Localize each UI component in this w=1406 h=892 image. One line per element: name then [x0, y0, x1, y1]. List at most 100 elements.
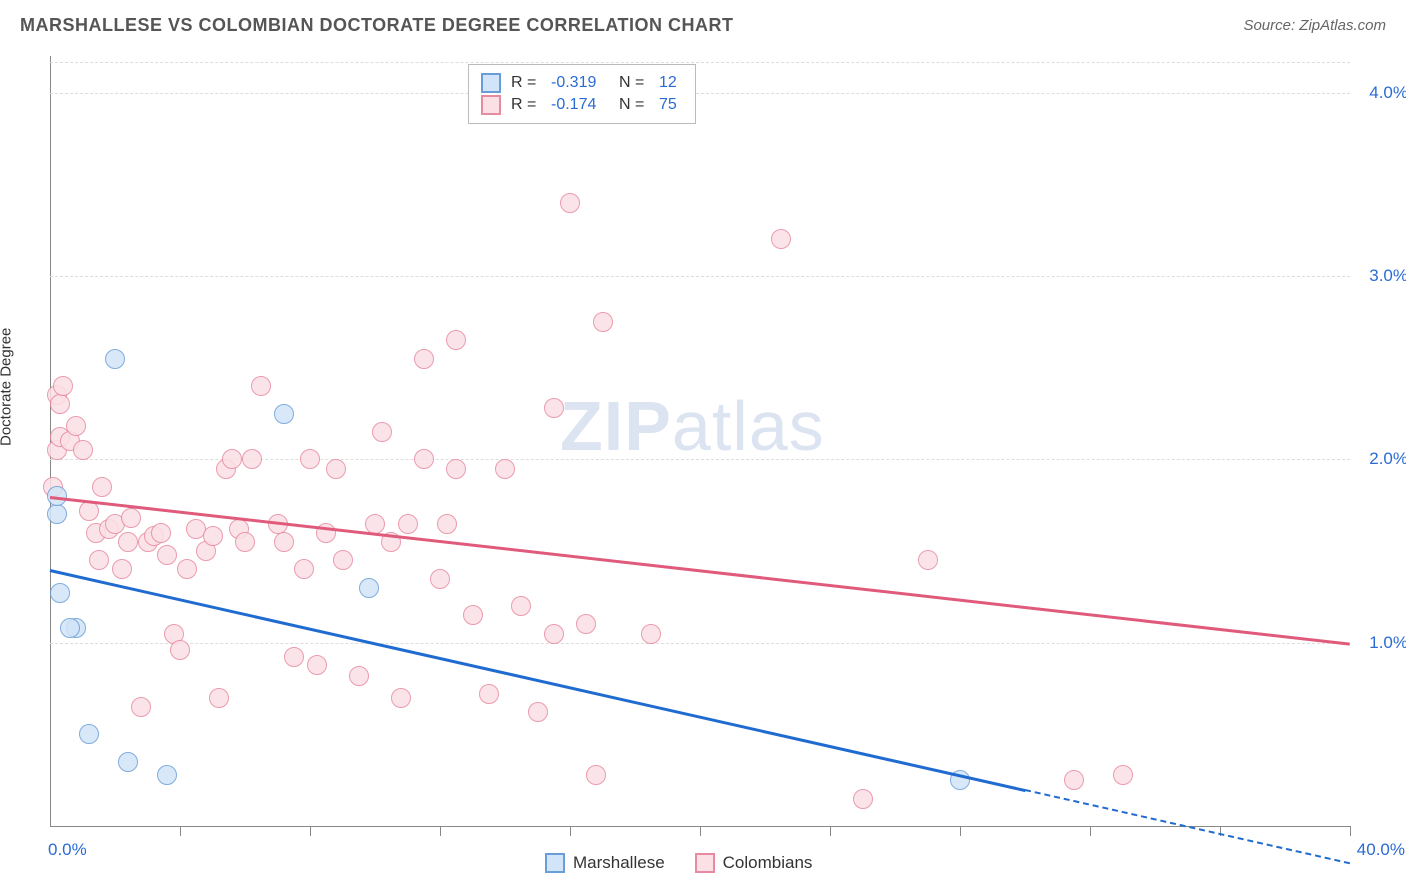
data-point [576, 614, 596, 634]
data-point [118, 752, 138, 772]
data-point [430, 569, 450, 589]
y-axis-label: Doctorate Degree [0, 328, 15, 446]
data-point [414, 349, 434, 369]
data-point [284, 647, 304, 667]
data-point [495, 459, 515, 479]
data-point [446, 459, 466, 479]
legend-item-marshallese: Marshallese [545, 853, 665, 873]
data-point [1064, 770, 1084, 790]
xtick [960, 826, 961, 836]
data-point [593, 312, 613, 332]
r-value: -0.174 [551, 96, 609, 114]
data-point [528, 702, 548, 722]
n-label: N = [619, 96, 649, 114]
xtick [1090, 826, 1091, 836]
watermark-atlas: atlas [672, 387, 825, 465]
xtick [700, 826, 701, 836]
gridline [50, 93, 1350, 94]
data-point [53, 376, 73, 396]
data-point [294, 559, 314, 579]
gridline [50, 276, 1350, 277]
data-point [853, 789, 873, 809]
ytick-label: 3.0% [1369, 266, 1406, 286]
watermark: ZIPatlas [560, 386, 825, 466]
data-point [251, 376, 271, 396]
data-point [544, 624, 564, 644]
data-point [307, 655, 327, 675]
trend-line [50, 496, 1350, 645]
xtick-label-right: 40.0% [1357, 840, 1405, 860]
xtick [1350, 826, 1351, 836]
swatch-marshallese [545, 853, 565, 873]
xtick [830, 826, 831, 836]
xtick [180, 826, 181, 836]
xtick [570, 826, 571, 836]
watermark-zip: ZIP [560, 387, 672, 465]
xtick-label-left: 0.0% [48, 840, 87, 860]
data-point [300, 449, 320, 469]
data-point [105, 349, 125, 369]
data-point [157, 545, 177, 565]
data-point [131, 697, 151, 717]
data-point [222, 449, 242, 469]
data-point [121, 508, 141, 528]
data-point [511, 596, 531, 616]
data-point [157, 765, 177, 785]
data-point [398, 514, 418, 534]
chart-title: MARSHALLESE VS COLOMBIAN DOCTORATE DEGRE… [20, 15, 734, 36]
ytick-label: 4.0% [1369, 83, 1406, 103]
data-point [1113, 765, 1133, 785]
gridline [50, 62, 1350, 63]
data-point [112, 559, 132, 579]
data-point [359, 578, 379, 598]
legend-label-marshallese: Marshallese [573, 853, 665, 873]
gridline [50, 643, 1350, 644]
data-point [463, 605, 483, 625]
data-point [151, 523, 171, 543]
data-point [274, 532, 294, 552]
data-point [414, 449, 434, 469]
data-point [349, 666, 369, 686]
legend-item-colombians: Colombians [695, 853, 813, 873]
swatch-icon [481, 95, 501, 115]
data-point [203, 526, 223, 546]
swatch-colombians [695, 853, 715, 873]
data-point [47, 504, 67, 524]
n-value: 12 [659, 74, 683, 92]
data-point [641, 624, 661, 644]
data-point [92, 477, 112, 497]
trend-line [50, 569, 1026, 791]
data-point [372, 422, 392, 442]
n-label: N = [619, 74, 649, 92]
data-point [446, 330, 466, 350]
r-label: R = [511, 74, 541, 92]
data-point [66, 416, 86, 436]
swatch-icon [481, 73, 501, 93]
data-point [89, 550, 109, 570]
data-point [79, 724, 99, 744]
data-point [544, 398, 564, 418]
data-point [50, 394, 70, 414]
data-point [391, 688, 411, 708]
data-point [73, 440, 93, 460]
legend-label-colombians: Colombians [723, 853, 813, 873]
data-point [586, 765, 606, 785]
data-point [60, 618, 80, 638]
data-point [771, 229, 791, 249]
trend-line [1025, 789, 1351, 865]
data-point [437, 514, 457, 534]
ytick-label: 1.0% [1369, 633, 1406, 653]
data-point [50, 583, 70, 603]
data-point [274, 404, 294, 424]
r-value: -0.319 [551, 74, 609, 92]
xtick [310, 826, 311, 836]
data-point [560, 193, 580, 213]
plot-area: ZIPatlas 1.0%2.0%3.0%4.0%0.0%40.0%R =-0.… [50, 56, 1350, 826]
data-point [118, 532, 138, 552]
xtick [440, 826, 441, 836]
header: MARSHALLESE VS COLOMBIAN DOCTORATE DEGRE… [0, 0, 1406, 50]
r-label: R = [511, 96, 541, 114]
data-point [479, 684, 499, 704]
data-point [209, 688, 229, 708]
data-point [333, 550, 353, 570]
